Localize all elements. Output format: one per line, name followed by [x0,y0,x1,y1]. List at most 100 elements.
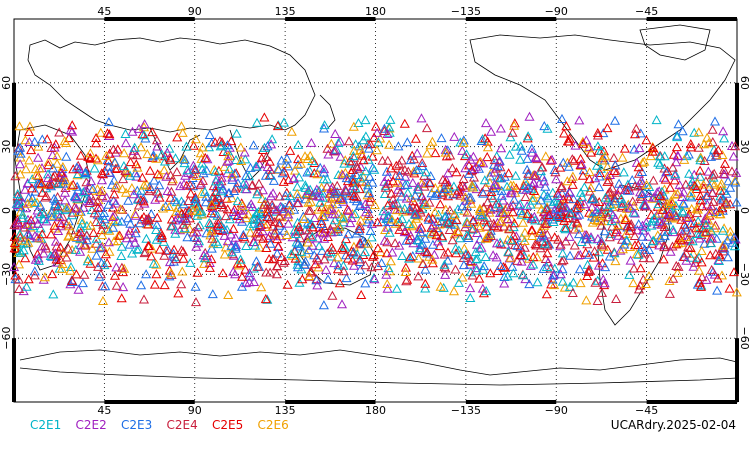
observation-triangle [572,203,583,213]
observation-triangle [179,154,190,164]
observation-triangle [15,159,26,169]
observation-triangle [560,236,571,246]
observation-triangle [672,188,683,198]
observation-triangle [379,188,390,198]
observation-triangle [114,230,125,240]
frame-bar [12,338,16,402]
observation-triangle [106,179,117,189]
observation-triangle [588,252,599,262]
observation-triangle [281,229,292,239]
observation-triangle [180,170,191,180]
observation-triangle [440,269,451,279]
observation-triangle [196,188,207,198]
observation-triangle [413,253,424,263]
observation-triangle [206,254,217,264]
observation-triangle [329,145,341,155]
observation-triangle [192,222,204,232]
observation-triangle [322,274,334,284]
observation-triangle [397,250,408,260]
observation-triangle [496,185,507,195]
observation-triangle [248,214,260,224]
lat-tick-label-left: 0 [0,207,13,214]
observation-triangle [293,154,304,164]
observation-triangle [319,164,330,174]
observation-triangle [440,177,451,187]
observation-triangle [18,198,29,208]
observation-triangle [427,254,438,264]
observation-triangle [212,210,223,220]
observation-triangle [637,157,648,167]
observation-triangle [515,141,526,151]
observation-triangle [523,182,534,192]
observation-triangle [461,149,472,159]
observation-triangle [581,295,592,305]
observation-triangle [121,233,132,243]
observation-triangle [369,199,380,210]
observation-triangle [611,167,622,177]
observation-triangle [416,113,427,123]
observation-triangle [480,182,491,192]
observation-triangle [604,232,615,242]
observation-triangle [199,258,210,268]
observation-triangle [348,174,359,184]
observation-triangle [492,265,503,275]
observation-triangle [12,198,23,208]
observation-triangle [261,242,272,252]
observation-triangle [603,212,614,222]
observation-triangle [136,280,147,290]
observation-triangle [688,261,699,271]
observation-triangle [555,239,566,249]
observation-triangle [162,185,173,195]
observation-triangle [680,179,691,189]
observation-triangle [170,215,181,225]
observation-triangle [678,198,689,208]
observation-triangle [29,197,40,207]
observation-triangle [648,175,659,185]
observation-triangle [460,192,471,202]
observation-triangle [368,249,379,260]
observation-triangle [222,140,233,150]
observation-triangle [99,207,110,217]
observation-triangle [716,270,728,280]
observation-triangle [705,238,717,248]
observation-triangle [57,168,68,178]
observation-triangle [228,223,239,233]
observation-triangle [348,177,359,187]
observation-triangle [717,242,728,252]
observation-triangle [192,267,203,277]
observation-triangle [33,253,44,263]
observation-triangle [671,239,682,249]
observation-triangle [267,221,279,231]
observation-triangle [210,166,221,176]
lat-tick-label-left: 30 [0,140,13,154]
observation-triangle [252,189,263,199]
observation-triangle [420,283,431,293]
observation-triangle [556,182,567,192]
lat-tick-label-left: −60 [0,327,13,350]
observation-triangle [352,249,363,259]
observation-triangle [190,164,201,174]
observation-triangle [411,202,423,212]
observation-triangle [699,238,710,248]
observation-triangle [14,229,26,239]
observation-triangle [665,182,676,192]
observation-triangle [600,262,611,272]
observation-triangle [52,201,63,211]
observation-triangle [39,272,50,282]
observation-triangle [615,245,626,255]
observation-triangle [489,179,500,189]
observation-triangle [159,165,170,175]
observation-triangle [48,163,59,173]
observation-triangle [110,198,122,208]
observation-triangle [123,195,134,205]
observation-triangle [557,276,568,286]
observation-triangle [262,161,273,171]
observation-triangle [157,233,168,243]
observation-triangle [463,160,475,170]
observation-triangle [116,293,127,303]
observation-triangle [636,175,647,185]
observation-triangle [659,231,670,241]
observation-triangle [26,215,37,225]
observation-triangle [178,154,189,164]
observation-triangle [338,260,349,270]
